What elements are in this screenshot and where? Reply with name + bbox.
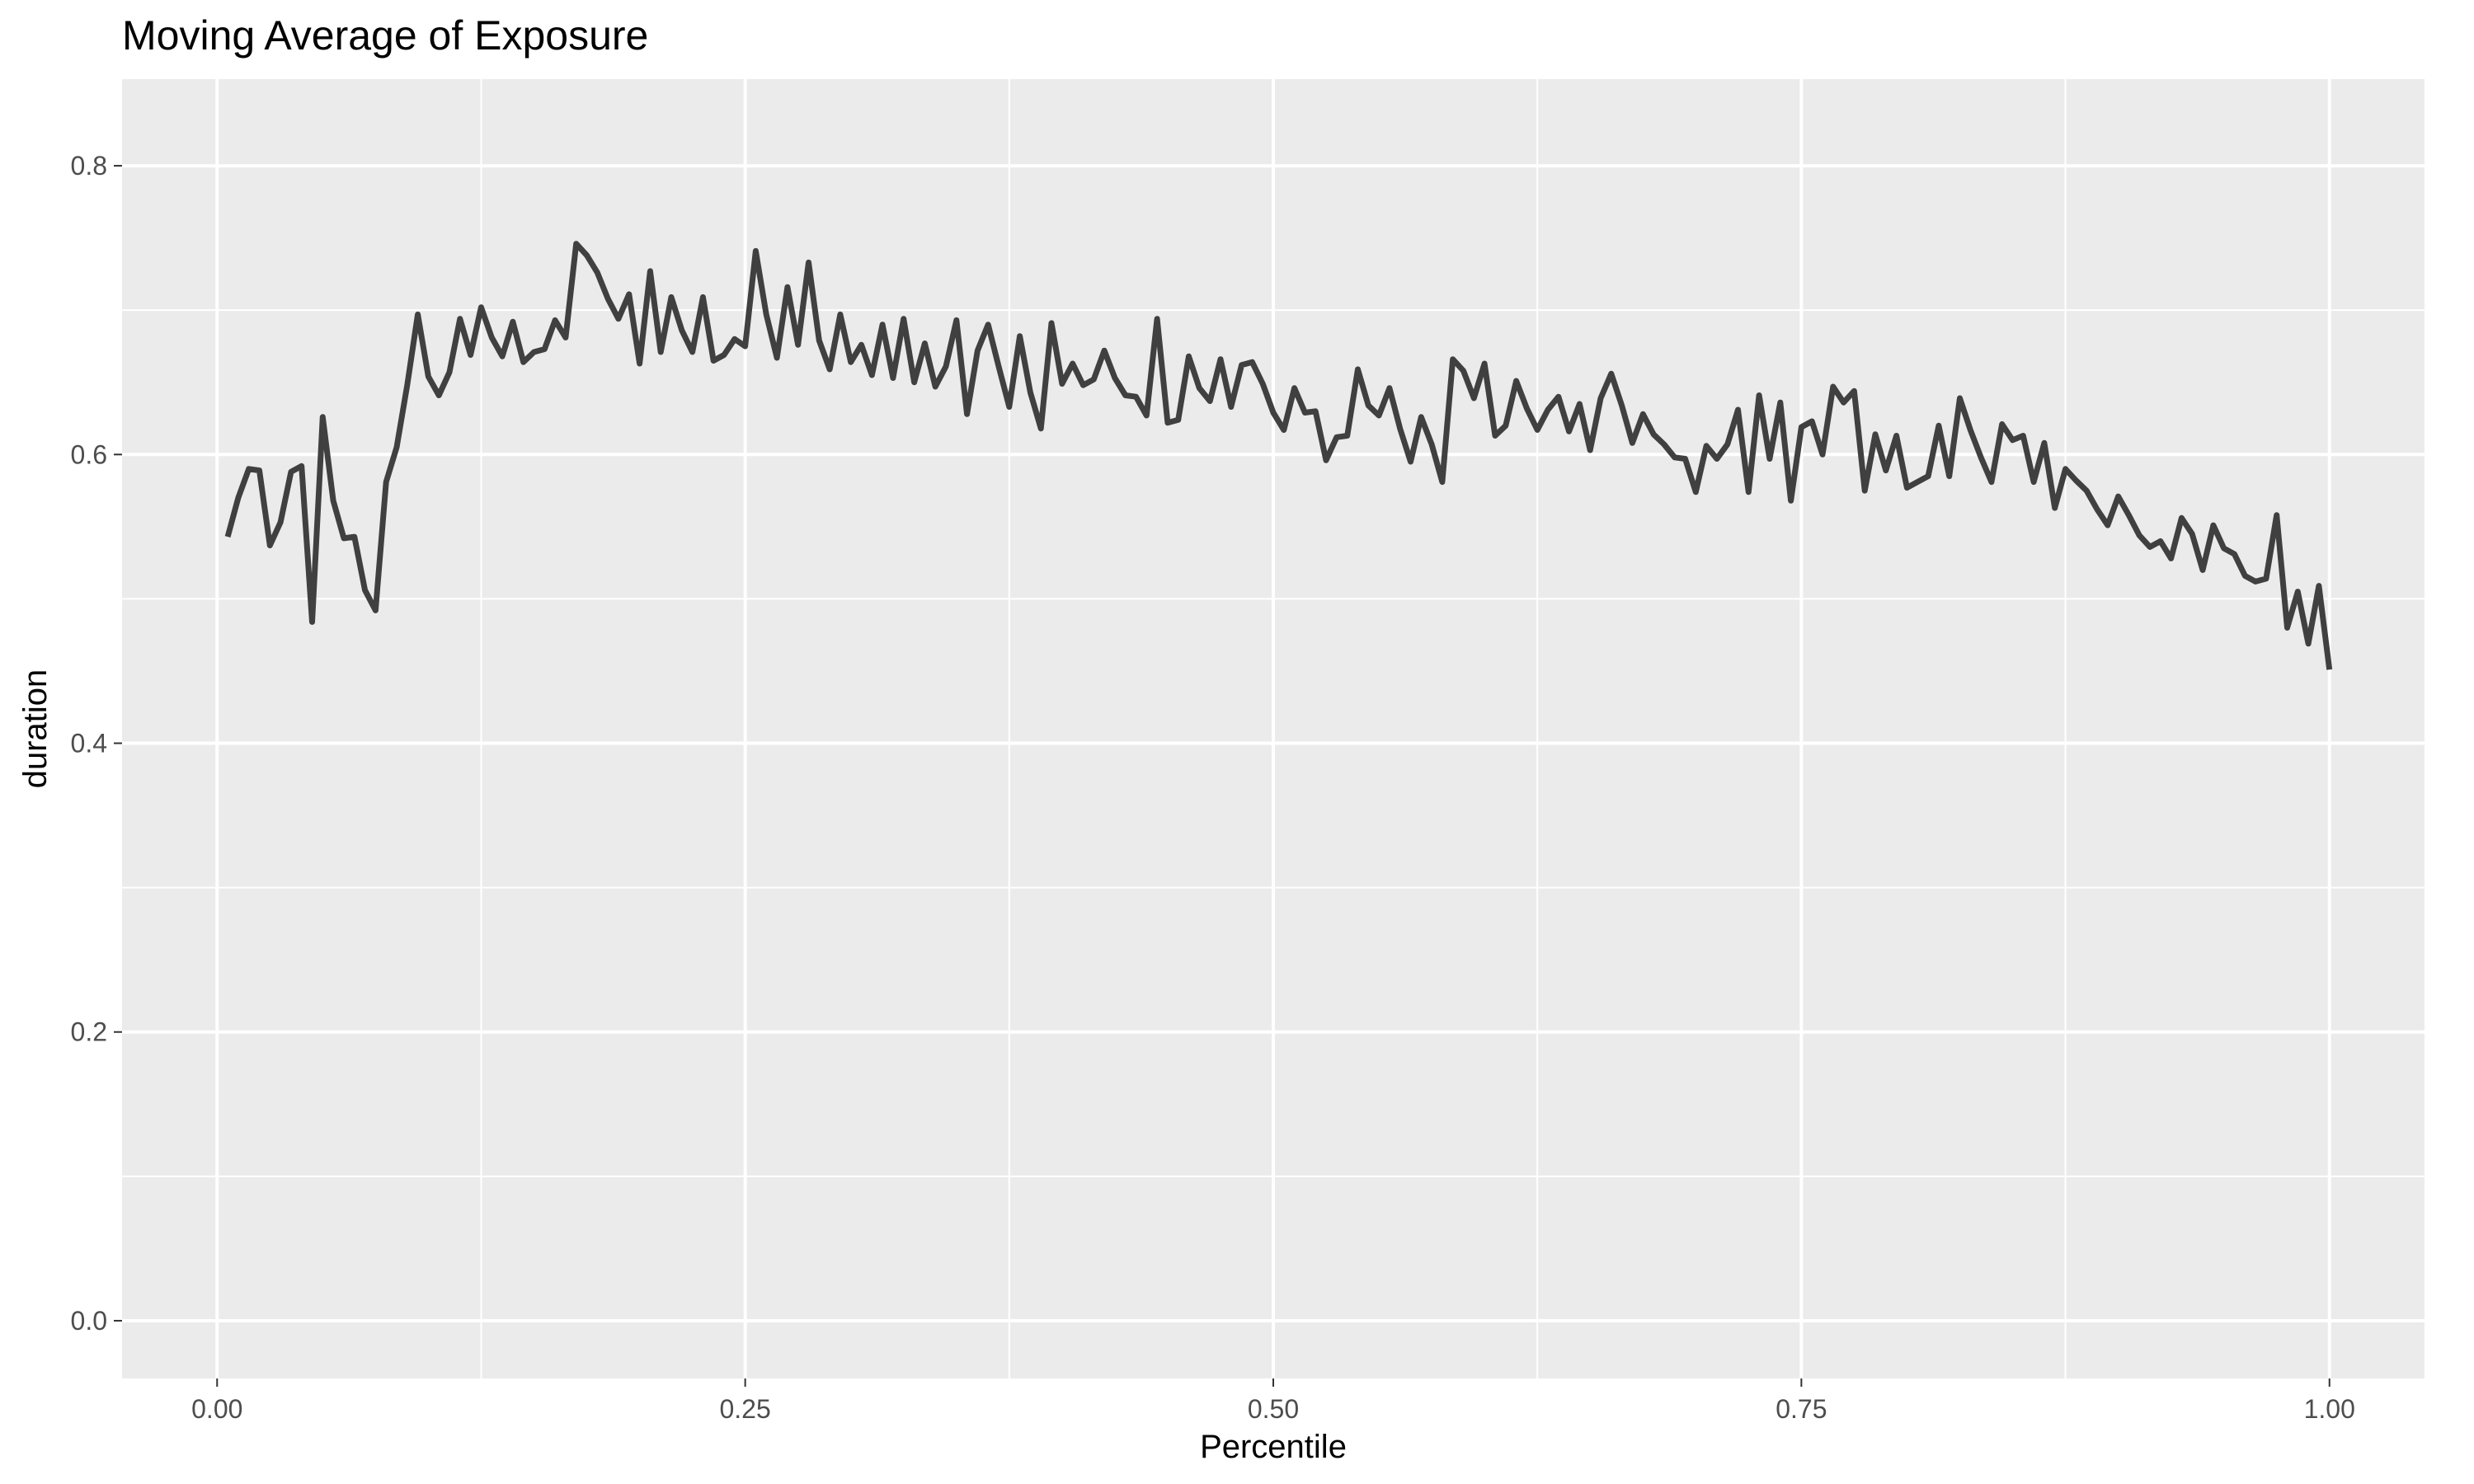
y-tick-label: 0.8 bbox=[71, 151, 107, 181]
chart-title: Moving Average of Exposure bbox=[122, 12, 648, 59]
x-tick-label: 0.00 bbox=[191, 1394, 242, 1424]
series-layer bbox=[224, 241, 2333, 670]
y-axis-title: duration bbox=[17, 669, 54, 789]
x-axis: 0.00 0.25 0.50 0.75 1.00 bbox=[191, 1378, 2355, 1424]
x-tick-label: 1.00 bbox=[2304, 1394, 2355, 1424]
x-tick-label: 0.75 bbox=[1776, 1394, 1827, 1424]
x-tick-label: 0.50 bbox=[1248, 1394, 1299, 1424]
series-line-0 bbox=[224, 241, 2333, 670]
y-tick-label: 0.4 bbox=[71, 729, 107, 758]
x-axis-title: Percentile bbox=[1200, 1429, 1347, 1465]
x-tick-label: 0.25 bbox=[719, 1394, 770, 1424]
grid-major bbox=[122, 79, 2425, 1378]
y-tick-label: 0.2 bbox=[71, 1017, 107, 1047]
y-tick-label: 0.0 bbox=[71, 1306, 107, 1336]
y-axis: 0.0 0.2 0.4 0.6 0.8 bbox=[71, 151, 122, 1336]
y-tick-label: 0.6 bbox=[71, 439, 107, 469]
